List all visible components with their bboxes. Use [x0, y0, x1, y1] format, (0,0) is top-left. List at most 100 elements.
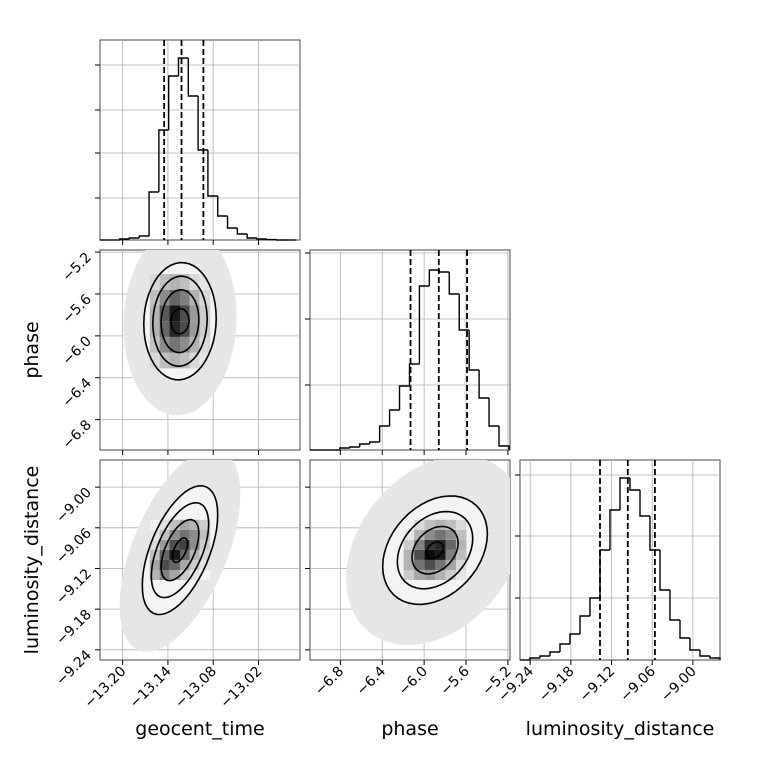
- density-cell: [159, 321, 170, 337]
- histogram-step: [177, 57, 189, 76]
- density-cell: [435, 519, 446, 530]
- density-cell: [414, 559, 425, 570]
- x-axis-label: geocent_time: [135, 718, 264, 740]
- density-cell: [199, 305, 211, 322]
- density-cell: [455, 559, 467, 570]
- x-tick-label: −9.06: [617, 663, 659, 705]
- density-cell: [445, 529, 456, 540]
- density-cell: [403, 539, 415, 550]
- histogram-step: [217, 196, 228, 217]
- x-tick-label: −13.02: [217, 664, 265, 712]
- x-tick-label: −6.4: [354, 663, 389, 698]
- density-cell: [169, 539, 180, 550]
- density-cell: [199, 274, 211, 290]
- histogram-step: [226, 216, 238, 229]
- density-cell: [149, 559, 160, 570]
- density-cell: [199, 321, 211, 337]
- density-cell: [149, 336, 160, 353]
- y-tick-label: −6.8: [59, 417, 94, 452]
- histogram-step: [498, 426, 510, 450]
- x-tick-label: −6.8: [312, 664, 347, 699]
- density-cell: [403, 549, 415, 560]
- density-cell: [455, 549, 467, 560]
- density-cell: [199, 529, 211, 540]
- panel-content: [119, 460, 241, 652]
- density-cell: [199, 559, 211, 570]
- density-cell: [180, 289, 190, 306]
- y-tick-label: −9.00: [53, 485, 95, 527]
- y-tick-label: −6.4: [59, 375, 94, 410]
- density-cell: [189, 529, 200, 540]
- density-cell: [159, 336, 170, 353]
- density-cell: [180, 539, 190, 550]
- density-cell: [403, 519, 415, 530]
- density-cell: [424, 529, 436, 540]
- density-cell: [199, 519, 211, 530]
- density-cell: [169, 549, 180, 560]
- panel-frame: [99, 39, 301, 241]
- density-cell: [189, 305, 200, 322]
- density-cell: [189, 539, 200, 550]
- histogram-step: [187, 58, 199, 97]
- histogram-step: [118, 238, 130, 240]
- density-cell: [414, 519, 425, 530]
- histogram-step: [138, 235, 150, 238]
- density-cell: [455, 539, 467, 550]
- contour: [160, 518, 200, 582]
- histogram-step: [398, 385, 410, 410]
- histogram-step: [619, 477, 630, 510]
- density-cell: [199, 569, 211, 580]
- x-tick-label: −13.20: [82, 664, 130, 712]
- density-cell: [189, 569, 200, 580]
- density-cell: [445, 519, 456, 530]
- density-cell: [199, 289, 211, 306]
- density-cell: [455, 529, 467, 540]
- histogram-step: [629, 478, 640, 491]
- y-tick-label: −9.18: [53, 607, 95, 649]
- density-cell: [189, 336, 200, 353]
- x-tick-label: −13.14: [127, 663, 175, 711]
- density-cell: [189, 289, 200, 306]
- density-cell: [435, 529, 446, 540]
- histogram-step: [428, 269, 440, 286]
- density-cell: [180, 529, 190, 540]
- density-cell: [455, 569, 467, 580]
- histogram-step: [246, 234, 257, 239]
- density-cell: [159, 529, 170, 540]
- y-tick-label: −9.24: [53, 647, 95, 689]
- panel: −6.8−6.4−6.0−5.6−5.2: [59, 249, 301, 455]
- density-cell: [180, 569, 190, 580]
- density-cell: [403, 559, 415, 570]
- histogram-step: [468, 330, 480, 371]
- panel-content: [123, 250, 237, 416]
- x-tick-label: −9.12: [577, 664, 619, 706]
- histogram-step: [579, 615, 590, 634]
- histogram-step: [549, 651, 560, 656]
- contour: [160, 288, 200, 354]
- density-cell: [149, 352, 160, 369]
- histogram-step: [256, 238, 267, 240]
- density-cell: [424, 519, 436, 530]
- density-cell: [149, 539, 160, 550]
- histogram-step: [639, 490, 650, 517]
- histogram-step: [539, 655, 550, 658]
- density-cell: [169, 274, 180, 290]
- density-cell: [169, 352, 180, 369]
- histogram-step: [699, 650, 710, 657]
- histogram-step: [167, 75, 179, 130]
- density-cell: [424, 569, 436, 580]
- histogram-step: [207, 150, 218, 197]
- density-cell: [159, 274, 170, 290]
- density-cell: [414, 529, 425, 540]
- histogram-step: [609, 509, 620, 550]
- panel: −6.8−6.4−6.0−5.6−5.2: [305, 459, 515, 699]
- histogram-step: [368, 441, 380, 444]
- density-cell: [169, 559, 180, 570]
- y-tick-label: −5.2: [59, 250, 94, 285]
- contour: [150, 502, 210, 599]
- x-tick-label: −9.00: [658, 664, 700, 706]
- histogram-step: [349, 446, 360, 448]
- histogram-step: [689, 638, 700, 651]
- density-cell: [455, 519, 467, 530]
- histogram-step: [559, 643, 570, 652]
